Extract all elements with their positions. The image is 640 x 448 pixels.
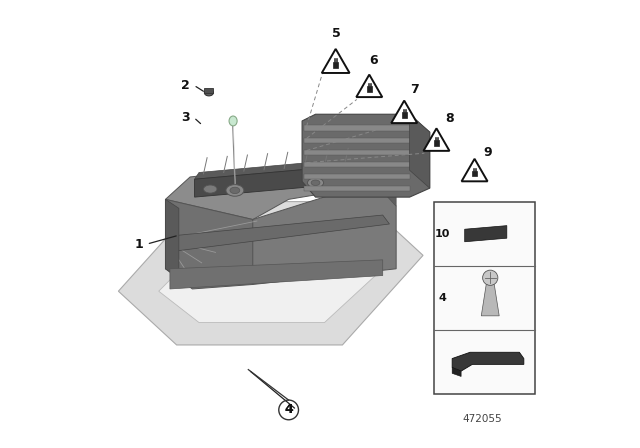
Polygon shape xyxy=(452,352,524,371)
Bar xyxy=(403,109,404,112)
Ellipse shape xyxy=(311,180,320,185)
Ellipse shape xyxy=(307,178,324,188)
Bar xyxy=(367,86,372,92)
Text: 1: 1 xyxy=(134,237,143,251)
Polygon shape xyxy=(305,150,410,155)
Polygon shape xyxy=(165,199,179,278)
Ellipse shape xyxy=(229,116,237,126)
Polygon shape xyxy=(305,186,410,191)
Polygon shape xyxy=(481,284,499,316)
Polygon shape xyxy=(410,114,430,188)
Bar xyxy=(435,137,436,140)
Polygon shape xyxy=(170,260,383,289)
Bar xyxy=(368,83,369,86)
Bar xyxy=(435,202,535,394)
Bar xyxy=(434,140,439,146)
Text: 9: 9 xyxy=(484,146,492,159)
Polygon shape xyxy=(374,157,396,206)
Polygon shape xyxy=(305,138,410,143)
Polygon shape xyxy=(305,162,410,167)
Polygon shape xyxy=(391,101,417,123)
Text: 6: 6 xyxy=(369,54,378,67)
Polygon shape xyxy=(195,157,374,179)
Polygon shape xyxy=(165,211,248,273)
Polygon shape xyxy=(118,202,423,345)
Polygon shape xyxy=(356,75,382,97)
Polygon shape xyxy=(253,181,396,284)
Bar xyxy=(370,83,371,86)
Bar xyxy=(333,62,338,68)
Circle shape xyxy=(483,270,498,285)
Polygon shape xyxy=(159,233,383,323)
Text: 5: 5 xyxy=(332,27,341,40)
Text: 3: 3 xyxy=(181,111,190,124)
Text: 472055: 472055 xyxy=(462,414,502,424)
Polygon shape xyxy=(465,226,507,242)
Polygon shape xyxy=(452,367,461,376)
Bar xyxy=(473,168,474,171)
Text: 10: 10 xyxy=(435,229,450,239)
Bar xyxy=(475,168,476,171)
Bar xyxy=(204,88,213,93)
Polygon shape xyxy=(305,174,410,179)
Polygon shape xyxy=(302,114,430,197)
Ellipse shape xyxy=(226,185,244,196)
Ellipse shape xyxy=(204,185,217,193)
Polygon shape xyxy=(195,164,371,197)
Ellipse shape xyxy=(230,187,240,194)
Bar xyxy=(404,109,406,112)
Polygon shape xyxy=(305,125,410,131)
Polygon shape xyxy=(322,49,349,73)
Polygon shape xyxy=(424,129,449,151)
Polygon shape xyxy=(170,215,389,251)
Bar xyxy=(336,58,337,62)
Text: 8: 8 xyxy=(445,112,454,125)
Text: 2: 2 xyxy=(181,78,190,92)
Text: 7: 7 xyxy=(410,83,419,96)
Polygon shape xyxy=(461,159,488,181)
Polygon shape xyxy=(165,199,253,289)
Bar xyxy=(472,171,477,177)
Bar xyxy=(402,112,406,118)
Bar xyxy=(437,137,438,140)
Text: 4: 4 xyxy=(284,403,293,417)
Text: 4: 4 xyxy=(284,403,293,417)
Polygon shape xyxy=(165,157,396,220)
Bar xyxy=(334,58,335,62)
Ellipse shape xyxy=(204,90,213,96)
Text: 4: 4 xyxy=(438,293,446,303)
